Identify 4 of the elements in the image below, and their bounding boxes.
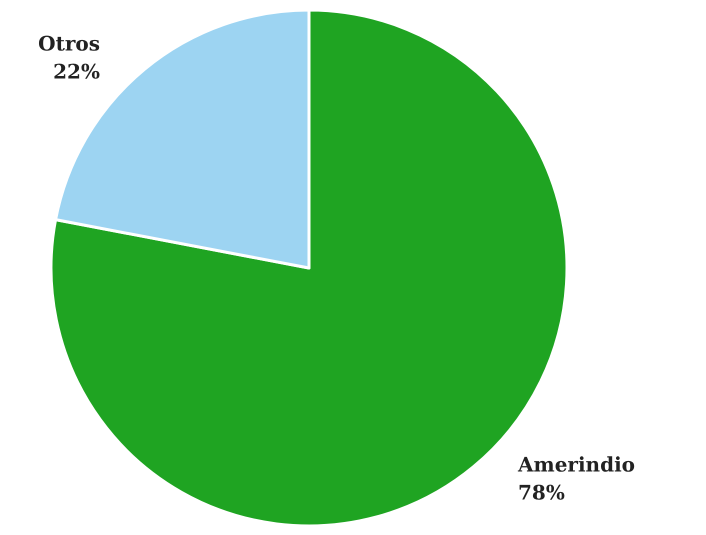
data-label: 22% bbox=[53, 60, 100, 84]
data-label: 78% bbox=[518, 480, 565, 504]
slice-label: Amerindio bbox=[517, 452, 636, 476]
slice-label: Otros bbox=[38, 32, 100, 56]
